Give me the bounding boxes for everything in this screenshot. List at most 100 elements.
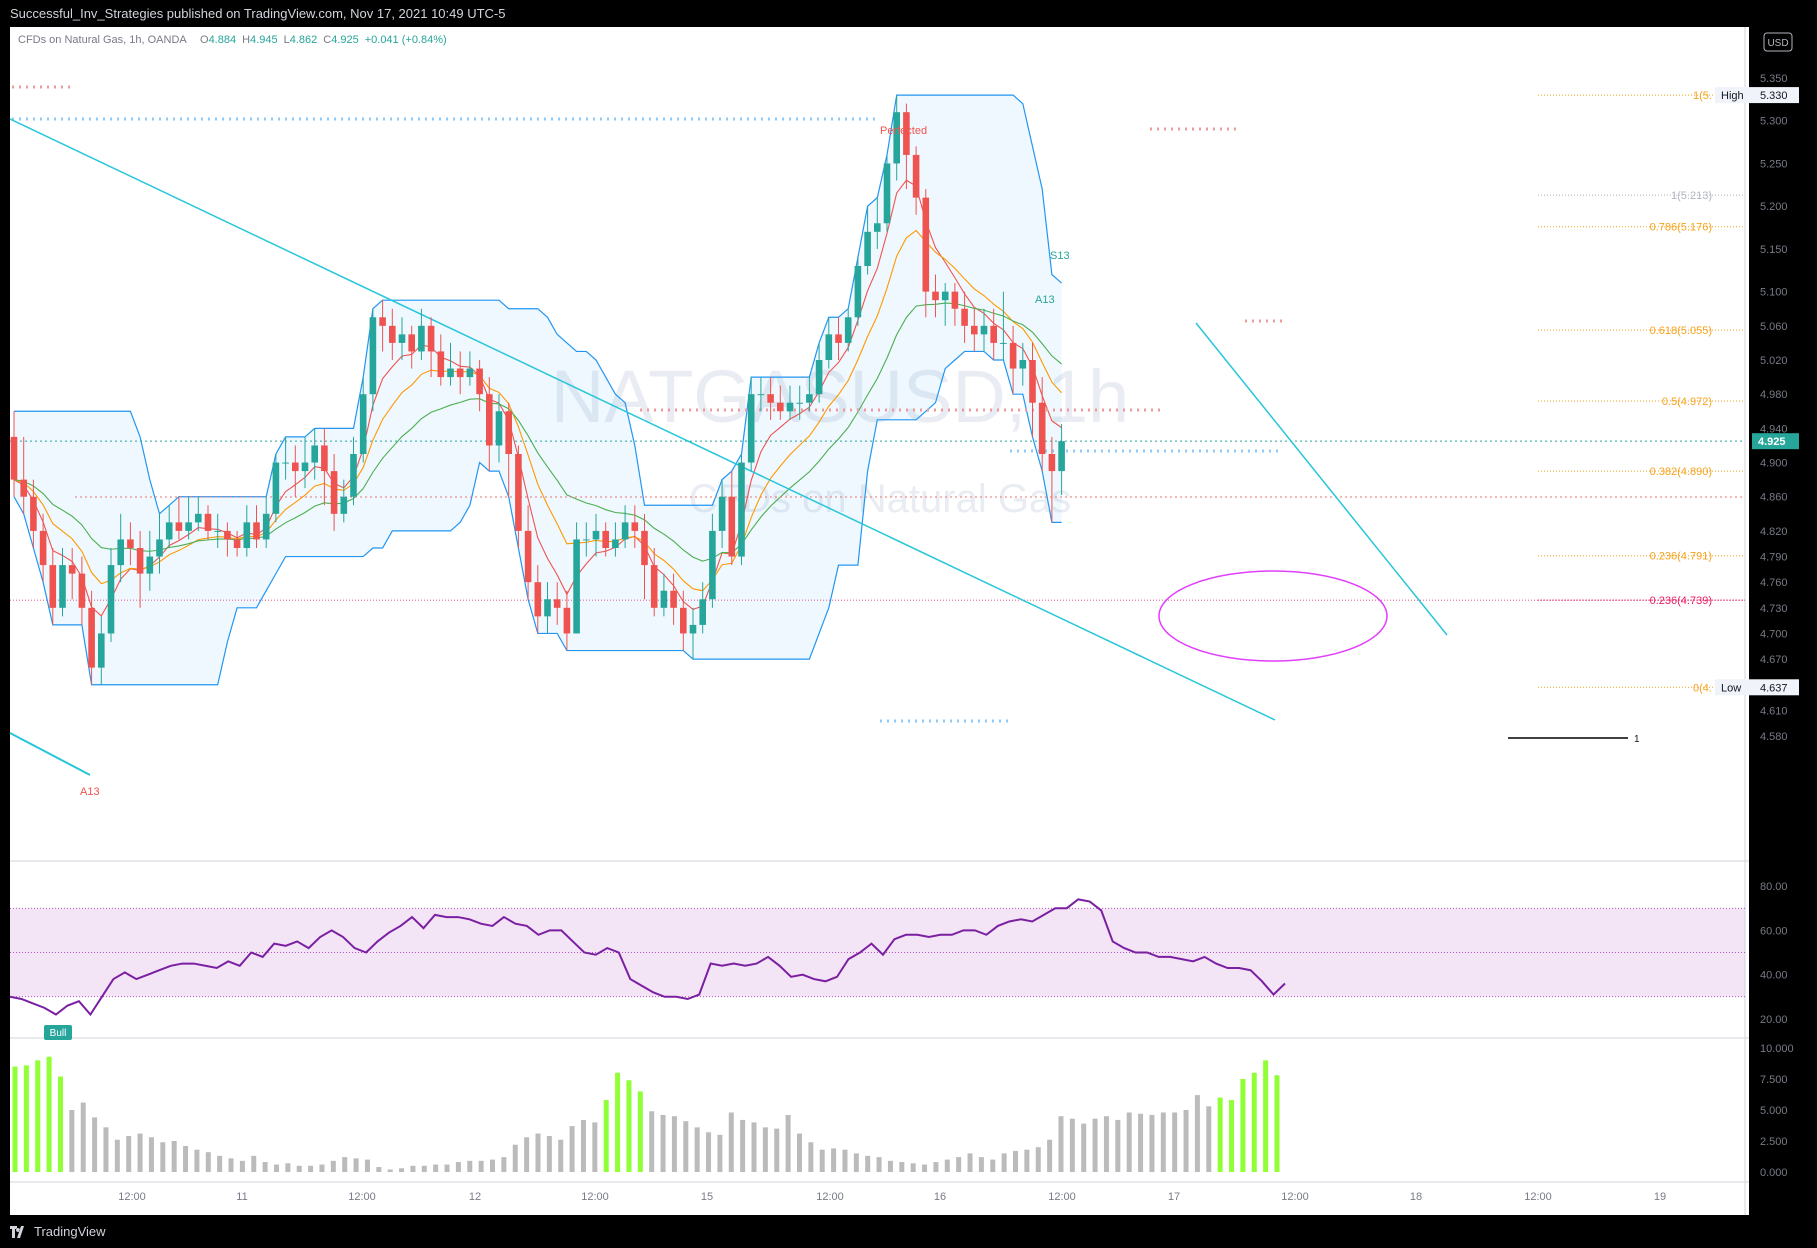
extreme-label: High (1721, 90, 1744, 102)
candle (369, 308, 377, 412)
time-tick-label: 19 (1654, 1191, 1666, 1203)
candle-body (214, 530, 221, 532)
candle-body (602, 530, 609, 548)
channel-fill (14, 95, 1062, 685)
candle (495, 394, 503, 463)
candle-body (117, 539, 124, 566)
candle (272, 454, 280, 523)
candle (553, 582, 561, 625)
volume-bar (137, 1133, 143, 1172)
candle (660, 573, 668, 617)
last-price-badge (1752, 433, 1799, 450)
candle-body (612, 539, 619, 548)
candle-body (20, 479, 27, 497)
candle (185, 496, 192, 540)
candle-body (563, 607, 571, 634)
candle (359, 377, 367, 463)
candle-body (777, 402, 784, 412)
candle (980, 308, 988, 352)
candle (524, 505, 532, 600)
candle (912, 146, 920, 215)
candle (321, 428, 328, 506)
candle-body (990, 325, 997, 343)
candle-body (922, 197, 930, 292)
currency-label: USD (1767, 38, 1788, 49)
candle (127, 522, 134, 566)
candle (971, 308, 978, 352)
volume-bar (706, 1132, 712, 1172)
candle (262, 496, 270, 548)
candle-body (709, 530, 716, 600)
volume-bar (308, 1165, 314, 1172)
candle (815, 342, 823, 403)
candle-body (893, 112, 900, 164)
candle (922, 189, 930, 318)
candle (447, 342, 454, 386)
volume-bar (319, 1164, 325, 1172)
symbol-legend: CFDs on Natural Gas, 1h, OANDA O4.884 H4.… (18, 34, 447, 46)
candle (49, 548, 57, 625)
candle (1029, 342, 1036, 437)
fib-label: 0.382(4.890) (1650, 466, 1712, 478)
tradingview-logo[interactable]: TradingView (10, 1224, 106, 1239)
volume-bar (524, 1137, 530, 1172)
candle-body (806, 394, 813, 403)
volume-bar (671, 1116, 677, 1172)
volume-bar (1206, 1106, 1212, 1172)
rsi-tick-label: 60.00 (1760, 925, 1788, 937)
candle (311, 428, 318, 480)
volume-bar (649, 1111, 655, 1172)
fib-label: 0.786(5.176) (1650, 222, 1712, 234)
candle-body (195, 513, 202, 523)
volume-bar (1194, 1095, 1200, 1172)
candle-body (359, 394, 367, 454)
volume-bar (490, 1159, 496, 1172)
chart-canvas[interactable]: NATGASUSD, 1h CFDs on Natural Gas CFDs o… (0, 27, 1817, 1215)
volume-bar (103, 1127, 109, 1172)
candle (195, 496, 202, 531)
extreme-value: 5.330 (1760, 90, 1788, 102)
candle (689, 607, 697, 660)
currency-button[interactable] (1763, 32, 1793, 52)
close-value: 4.925 (331, 34, 359, 46)
volume-bar (785, 1114, 791, 1172)
time-tick-label: 12 (469, 1191, 481, 1203)
publisher-text: Successful_Inv_Strategies published on T… (10, 6, 506, 21)
price-tick-label: 4.670 (1760, 654, 1788, 666)
volume-bar (353, 1158, 359, 1172)
candle-body (621, 522, 629, 540)
volume-bar (603, 1100, 609, 1172)
candle-body (389, 325, 396, 343)
volume-bar (728, 1112, 734, 1172)
volume-bar (148, 1137, 154, 1172)
candle-body (1029, 360, 1036, 403)
volume-bar (1115, 1119, 1121, 1172)
time-axis[interactable]: 12:00 11 12:00 12 12:00 15 12:00 16 12:00 17 12:00… (118, 1191, 1666, 1203)
volume-bar (774, 1128, 780, 1172)
volume-bar (546, 1136, 552, 1172)
candle (214, 513, 221, 548)
candle-body (583, 539, 590, 541)
candle (505, 402, 512, 497)
time-tick-label: 12:00 (1524, 1191, 1552, 1203)
candle-body (738, 462, 745, 557)
time-tick-label: 12:00 (348, 1191, 376, 1203)
candle (233, 530, 241, 557)
volume-bar (1047, 1139, 1053, 1172)
volume-bar (535, 1133, 541, 1172)
annotation-label: A13 (80, 786, 100, 798)
candle (350, 436, 357, 506)
ma-green-line (13, 302, 1062, 562)
candle (88, 590, 95, 685)
candle-body (340, 496, 348, 514)
bull-label: Bull (50, 1028, 67, 1039)
candle (156, 513, 163, 574)
candle (20, 436, 27, 514)
volume-bar (910, 1163, 916, 1172)
candle-body (30, 496, 37, 531)
downtrend-line (9, 118, 1276, 721)
price-axis[interactable]: 5.350 5.300 5.250 5.200 5.150 5.100 5.060 5.020… (1715, 73, 1799, 743)
candle-body (10, 436, 18, 480)
candle-body (282, 462, 289, 464)
channel-upper-line (14, 94, 1062, 515)
